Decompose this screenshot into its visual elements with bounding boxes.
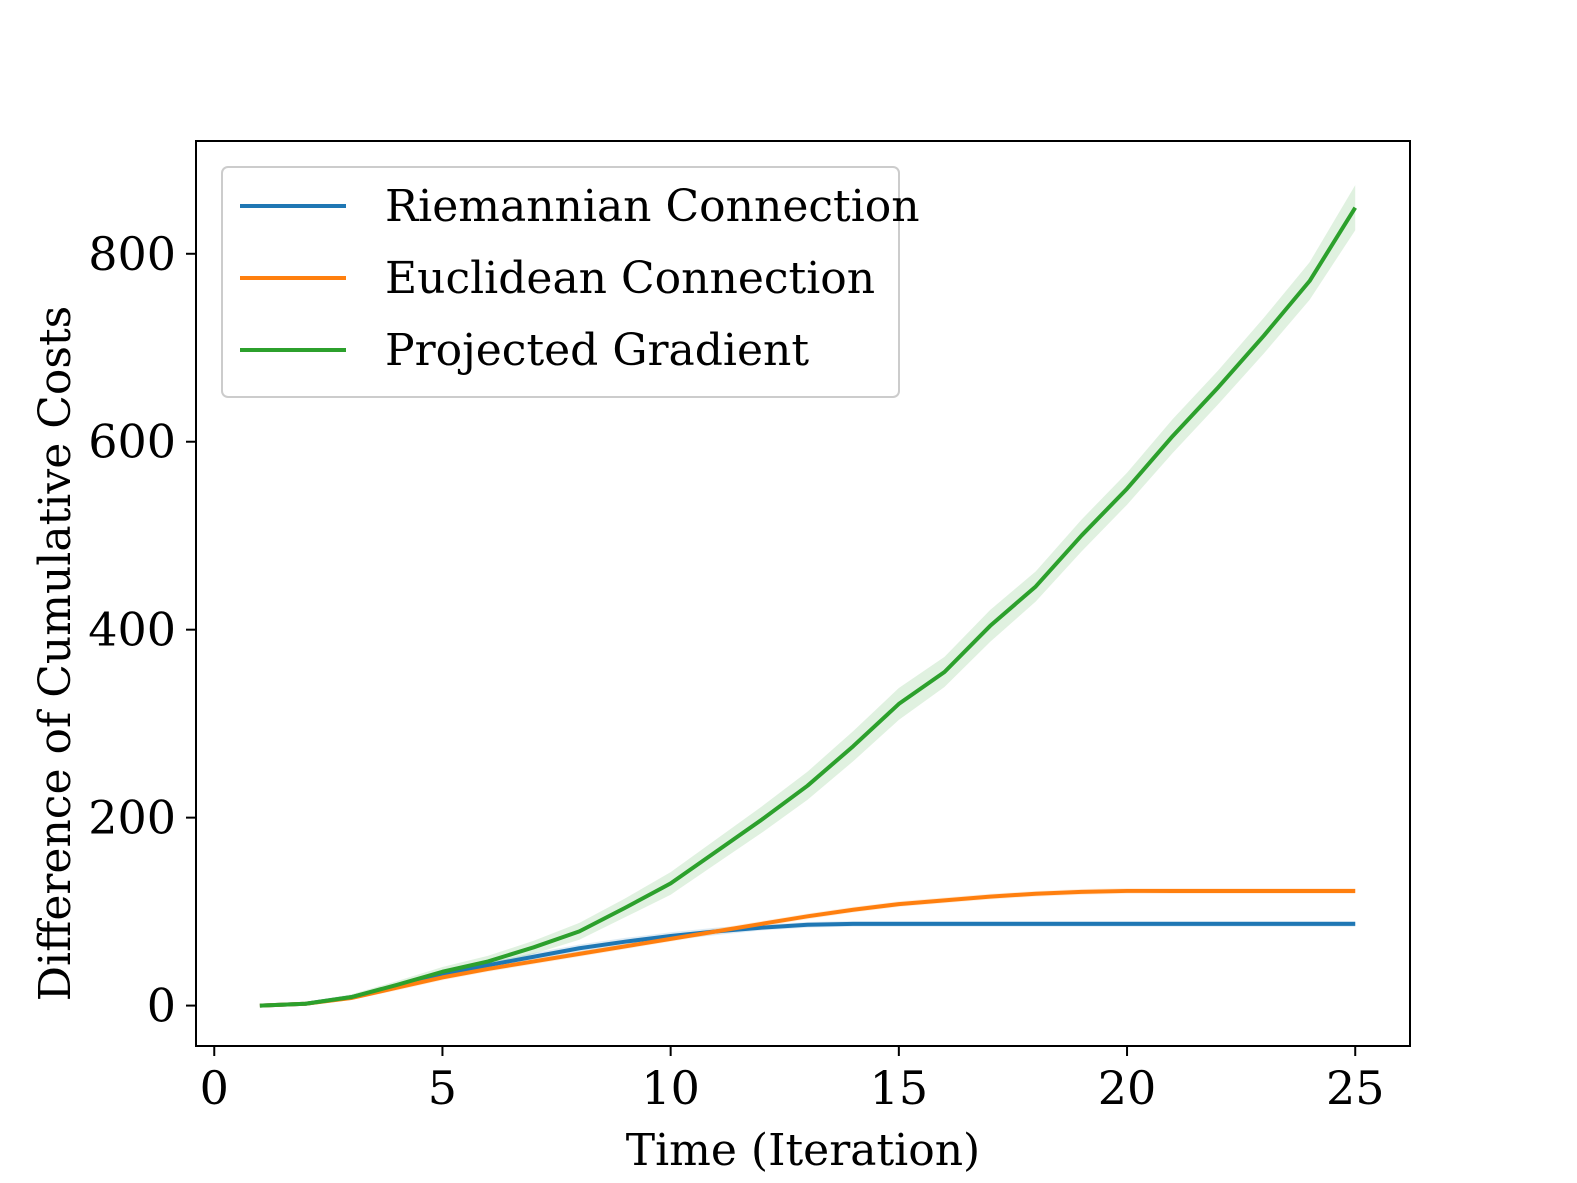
x-axis: 0 5 10 15 20 25 — [200, 1046, 1385, 1115]
legend: Riemannian Connection Euclidean Connectio… — [221, 166, 920, 398]
x-tick-label: 10 — [641, 1061, 700, 1115]
y-tick-label: 400 — [88, 603, 176, 657]
y-axis-label: Difference of Cumulative Costs — [30, 306, 81, 1002]
plot-frame — [195, 140, 1411, 1047]
series-line-0 — [259, 921, 1356, 1008]
series-line-1 — [259, 888, 1356, 1008]
series-lines — [259, 206, 1357, 1008]
x-tick-label: 5 — [428, 1061, 457, 1115]
x-tick-label: 20 — [1098, 1061, 1157, 1115]
x-tick-label: 25 — [1326, 1061, 1385, 1115]
y-axis: 0 200 400 600 800 — [88, 227, 196, 1033]
y-tick-label: 600 — [88, 415, 176, 469]
legend-label: Euclidean Connection — [385, 253, 875, 304]
x-axis-label: Time (Iteration) — [626, 1125, 980, 1176]
y-tick-label: 200 — [88, 791, 176, 845]
legend-label: Riemannian Connection — [385, 181, 920, 232]
series-line-2 — [259, 206, 1357, 1008]
legend-box — [221, 166, 900, 398]
x-tick-label: 0 — [200, 1061, 229, 1115]
y-tick-label: 0 — [147, 979, 176, 1033]
y-tick-label: 800 — [88, 227, 176, 281]
legend-label: Projected Gradient — [385, 325, 809, 376]
x-tick-label: 15 — [870, 1061, 929, 1115]
